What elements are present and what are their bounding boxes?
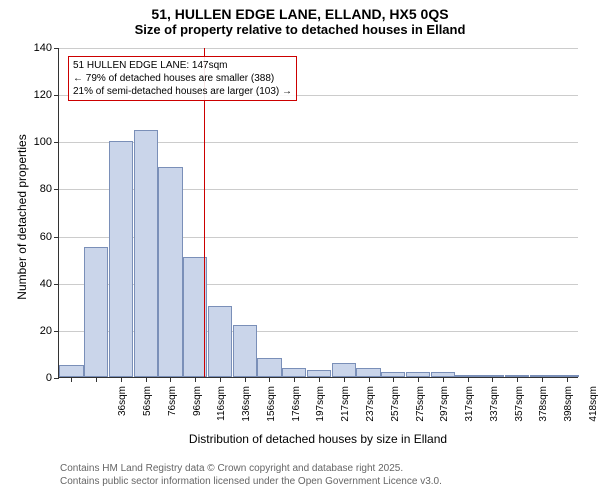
y-tick-label: 140 bbox=[0, 42, 52, 54]
x-tick-label: 378sqm bbox=[538, 386, 549, 436]
x-tick-label: 257sqm bbox=[390, 386, 401, 436]
bar bbox=[158, 167, 182, 377]
x-tick-mark bbox=[220, 377, 221, 382]
bar bbox=[233, 325, 257, 377]
bar bbox=[282, 368, 306, 377]
y-tick-mark bbox=[54, 331, 59, 332]
annotation-line2: ← 79% of detached houses are smaller (38… bbox=[73, 72, 292, 85]
y-tick-label: 0 bbox=[0, 372, 52, 384]
x-tick-label: 197sqm bbox=[315, 386, 326, 436]
y-tick-mark bbox=[54, 237, 59, 238]
x-tick-label: 337sqm bbox=[489, 386, 500, 436]
attribution-line2: Contains public sector information licen… bbox=[60, 475, 442, 488]
y-tick-label: 120 bbox=[0, 89, 52, 101]
x-tick-mark bbox=[542, 377, 543, 382]
bar bbox=[257, 358, 281, 377]
x-tick-label: 56sqm bbox=[142, 386, 153, 436]
chart-title: 51, HULLEN EDGE LANE, ELLAND, HX5 0QS bbox=[0, 0, 600, 22]
grid-line bbox=[59, 48, 578, 49]
x-tick-mark bbox=[369, 377, 370, 382]
x-tick-mark bbox=[269, 377, 270, 382]
x-tick-label: 357sqm bbox=[514, 386, 525, 436]
annotation-line3: 21% of semi-detached houses are larger (… bbox=[73, 85, 292, 98]
chart-container: 51, HULLEN EDGE LANE, ELLAND, HX5 0QS Si… bbox=[0, 0, 600, 500]
x-tick-mark bbox=[344, 377, 345, 382]
y-tick-mark bbox=[54, 48, 59, 49]
x-tick-mark bbox=[418, 377, 419, 382]
bar bbox=[356, 368, 380, 377]
x-tick-label: 237sqm bbox=[365, 386, 376, 436]
x-tick-label: 398sqm bbox=[563, 386, 574, 436]
bar bbox=[109, 141, 133, 377]
y-tick-mark bbox=[54, 142, 59, 143]
x-tick-label: 136sqm bbox=[241, 386, 252, 436]
x-tick-label: 96sqm bbox=[192, 386, 203, 436]
bar bbox=[307, 370, 331, 377]
x-tick-mark bbox=[319, 377, 320, 382]
x-tick-label: 297sqm bbox=[439, 386, 450, 436]
y-tick-label: 60 bbox=[0, 231, 52, 243]
y-tick-label: 20 bbox=[0, 325, 52, 337]
x-tick-label: 176sqm bbox=[291, 386, 302, 436]
x-tick-mark bbox=[245, 377, 246, 382]
x-tick-mark bbox=[492, 377, 493, 382]
x-tick-mark bbox=[170, 377, 171, 382]
x-tick-mark bbox=[121, 377, 122, 382]
x-tick-mark bbox=[468, 377, 469, 382]
bar bbox=[59, 365, 83, 377]
y-tick-mark bbox=[54, 95, 59, 96]
x-tick-label: 36sqm bbox=[117, 386, 128, 436]
bar bbox=[332, 363, 356, 377]
x-tick-mark bbox=[517, 377, 518, 382]
bar bbox=[84, 247, 108, 377]
x-tick-label: 76sqm bbox=[167, 386, 178, 436]
x-tick-mark bbox=[443, 377, 444, 382]
y-tick-mark bbox=[54, 284, 59, 285]
x-tick-label: 418sqm bbox=[588, 386, 599, 436]
y-tick-mark bbox=[54, 378, 59, 379]
x-tick-mark bbox=[96, 377, 97, 382]
y-tick-label: 40 bbox=[0, 278, 52, 290]
y-tick-label: 80 bbox=[0, 183, 52, 195]
x-tick-label: 156sqm bbox=[266, 386, 277, 436]
x-tick-label: 317sqm bbox=[464, 386, 475, 436]
y-tick-mark bbox=[54, 189, 59, 190]
attribution-line1: Contains HM Land Registry data © Crown c… bbox=[60, 462, 442, 475]
x-tick-mark bbox=[294, 377, 295, 382]
attribution: Contains HM Land Registry data © Crown c… bbox=[60, 462, 442, 488]
x-tick-mark bbox=[195, 377, 196, 382]
x-tick-mark bbox=[146, 377, 147, 382]
bar bbox=[134, 130, 158, 378]
y-tick-label: 100 bbox=[0, 136, 52, 148]
x-tick-label: 217sqm bbox=[340, 386, 351, 436]
x-tick-mark bbox=[393, 377, 394, 382]
chart-subtitle: Size of property relative to detached ho… bbox=[0, 22, 600, 37]
annotation-line1: 51 HULLEN EDGE LANE: 147sqm bbox=[73, 59, 292, 72]
x-tick-mark bbox=[567, 377, 568, 382]
x-tick-label: 116sqm bbox=[216, 386, 227, 436]
annotation-box: 51 HULLEN EDGE LANE: 147sqm← 79% of deta… bbox=[68, 56, 297, 101]
x-tick-mark bbox=[71, 377, 72, 382]
x-tick-label: 275sqm bbox=[415, 386, 426, 436]
bar bbox=[208, 306, 232, 377]
